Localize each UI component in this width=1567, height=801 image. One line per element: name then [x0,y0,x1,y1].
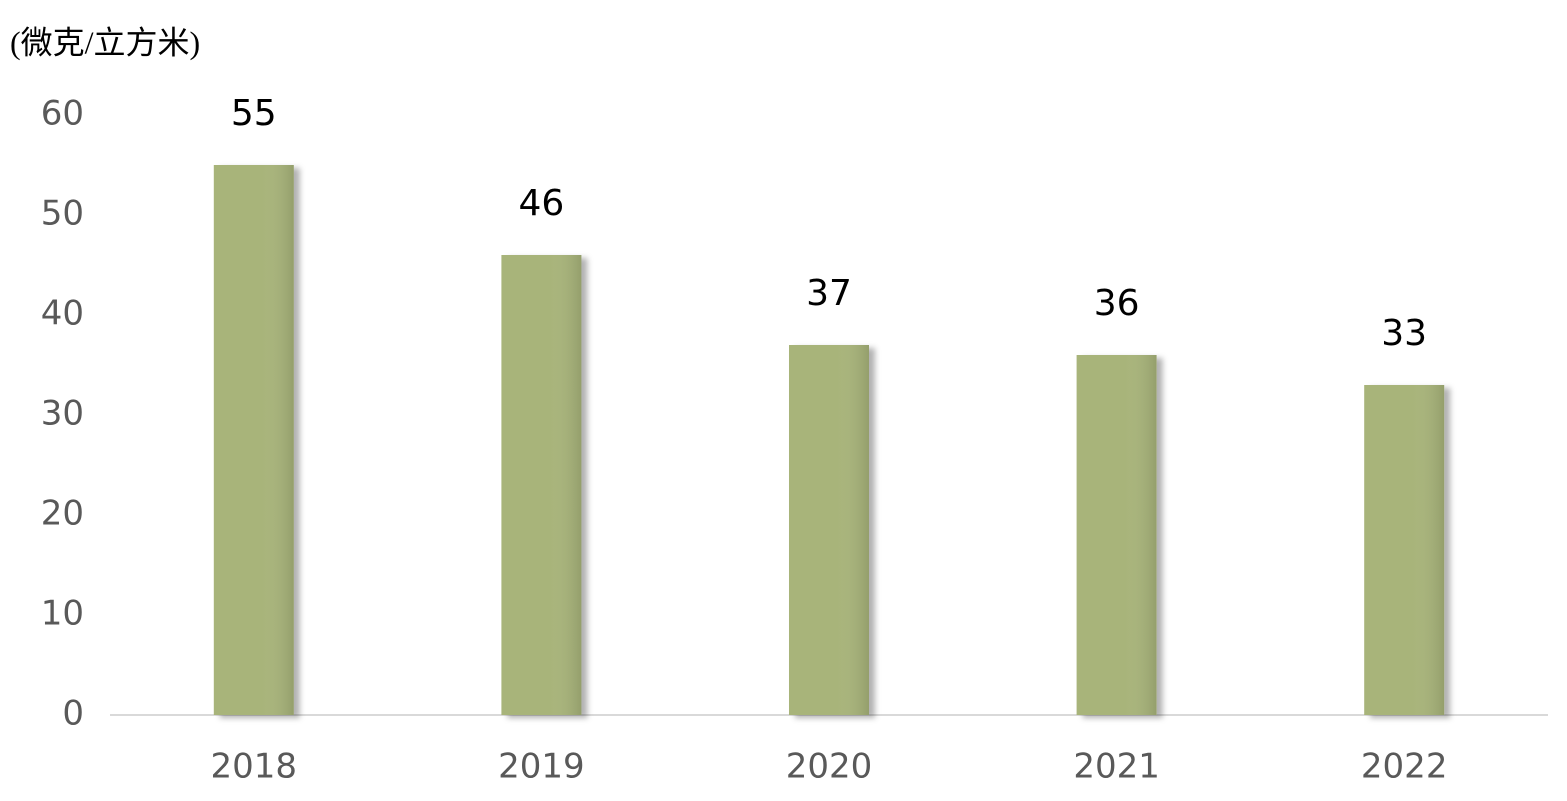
y-axis-unit: (微克/立方米) [10,24,200,60]
x-tick-label: 2022 [1361,747,1448,787]
y-tick-label: 10 [41,594,84,634]
bar-shade [789,345,869,715]
y-tick-label: 50 [41,194,84,234]
bar-shade [1076,355,1157,715]
x-tick-label: 2020 [786,747,873,787]
value-label: 36 [1094,283,1140,324]
value-label: 37 [806,273,852,314]
value-label: 55 [231,93,277,134]
bar-shade [213,165,294,715]
x-tick-label: 2019 [498,747,585,787]
x-tick-label: 2021 [1073,747,1160,787]
bar-shade [1364,385,1445,715]
value-label: 46 [518,183,564,224]
y-tick-label: 40 [41,294,84,334]
y-tick-label: 30 [41,394,84,434]
y-tick-label: 20 [41,494,84,534]
value-label: 33 [1381,313,1427,354]
x-tick-label: 2018 [211,747,298,787]
bar-shade [501,255,582,715]
y-tick-label: 0 [62,694,84,734]
y-tick-label: 60 [41,94,84,134]
